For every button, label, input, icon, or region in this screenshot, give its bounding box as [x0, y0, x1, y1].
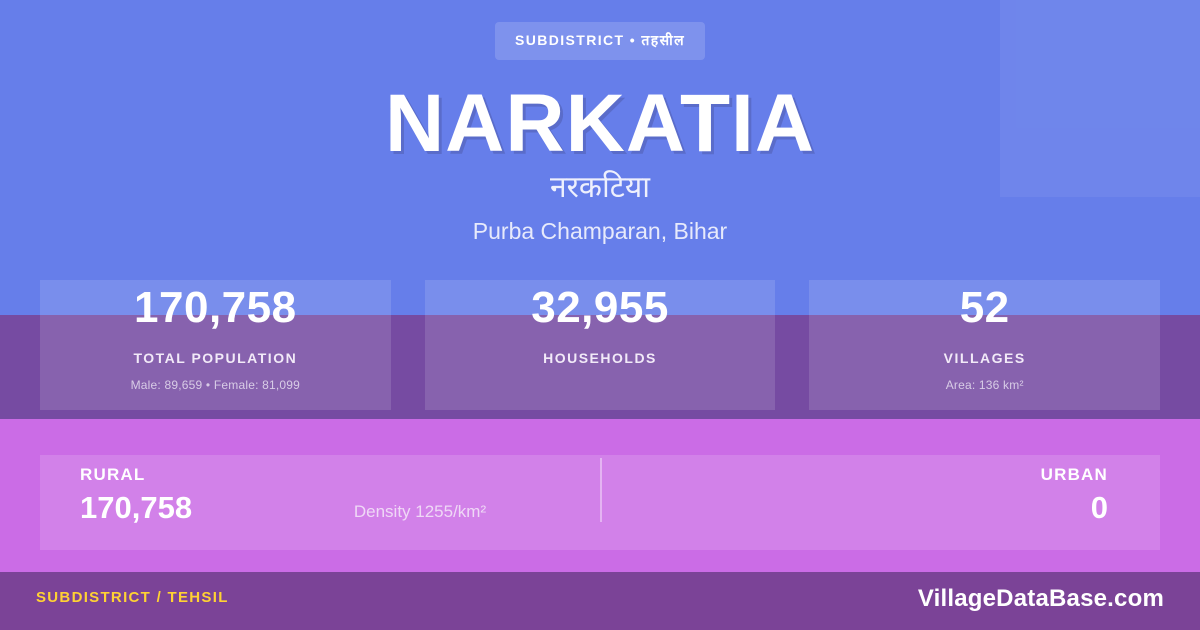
footer-category-label: SUBDISTRICT / TEHSIL	[36, 589, 229, 606]
density-text: Density 1255/km²	[353, 502, 487, 521]
stat-card-villages: 52 VILLAGES Area: 136 km²	[809, 280, 1161, 410]
stat-value: 52	[959, 283, 1010, 332]
page-title-native: नरकटिया	[549, 171, 651, 204]
band-blue	[0, 0, 1200, 315]
band-pink	[0, 419, 1200, 572]
location-subtitle: Purba Champaran, Bihar	[472, 218, 728, 244]
rural-block: RURAL 170,758	[80, 465, 192, 525]
rural-label: RURAL	[80, 465, 146, 484]
stat-label: HOUSEHOLDS	[543, 349, 657, 366]
page-title: NARKATIA	[384, 78, 816, 169]
subdistrict-badge: SUBDISTRICT • तहसील	[495, 22, 705, 60]
badge-container: SUBDISTRICT • तहसील	[0, 22, 1200, 60]
stat-sublabel: Area: 136 km²	[945, 377, 1024, 392]
stat-value: 170,758	[134, 283, 297, 332]
rural-value: 170,758	[80, 490, 193, 525]
urban-value: 0	[1090, 490, 1108, 525]
band-footer	[0, 572, 1200, 630]
stat-sublabel: Male: 89,659 • Female: 81,099	[130, 377, 301, 392]
rural-urban-divider	[600, 458, 602, 522]
stat-card-group: 170,758 TOTAL POPULATION Male: 89,659 • …	[40, 280, 1161, 410]
band-purple	[0, 315, 1200, 419]
stat-card-total-population: 170,758 TOTAL POPULATION Male: 89,659 • …	[40, 280, 391, 410]
urban-block: URBAN 0	[1041, 465, 1108, 525]
stat-label: TOTAL POPULATION	[133, 349, 298, 366]
urban-label: URBAN	[1040, 465, 1108, 484]
stat-card-households: 32,955 HOUSEHOLDS	[424, 280, 776, 410]
footer-site-name: VillageDataBase.com	[917, 585, 1164, 612]
stat-value: 32,955	[531, 283, 669, 332]
rural-urban-card: RURAL 170,758 Density 1255/km² URBAN 0	[40, 455, 1160, 550]
decorative-rectangle	[1000, 0, 1200, 197]
stat-label: VILLAGES	[943, 349, 1026, 366]
